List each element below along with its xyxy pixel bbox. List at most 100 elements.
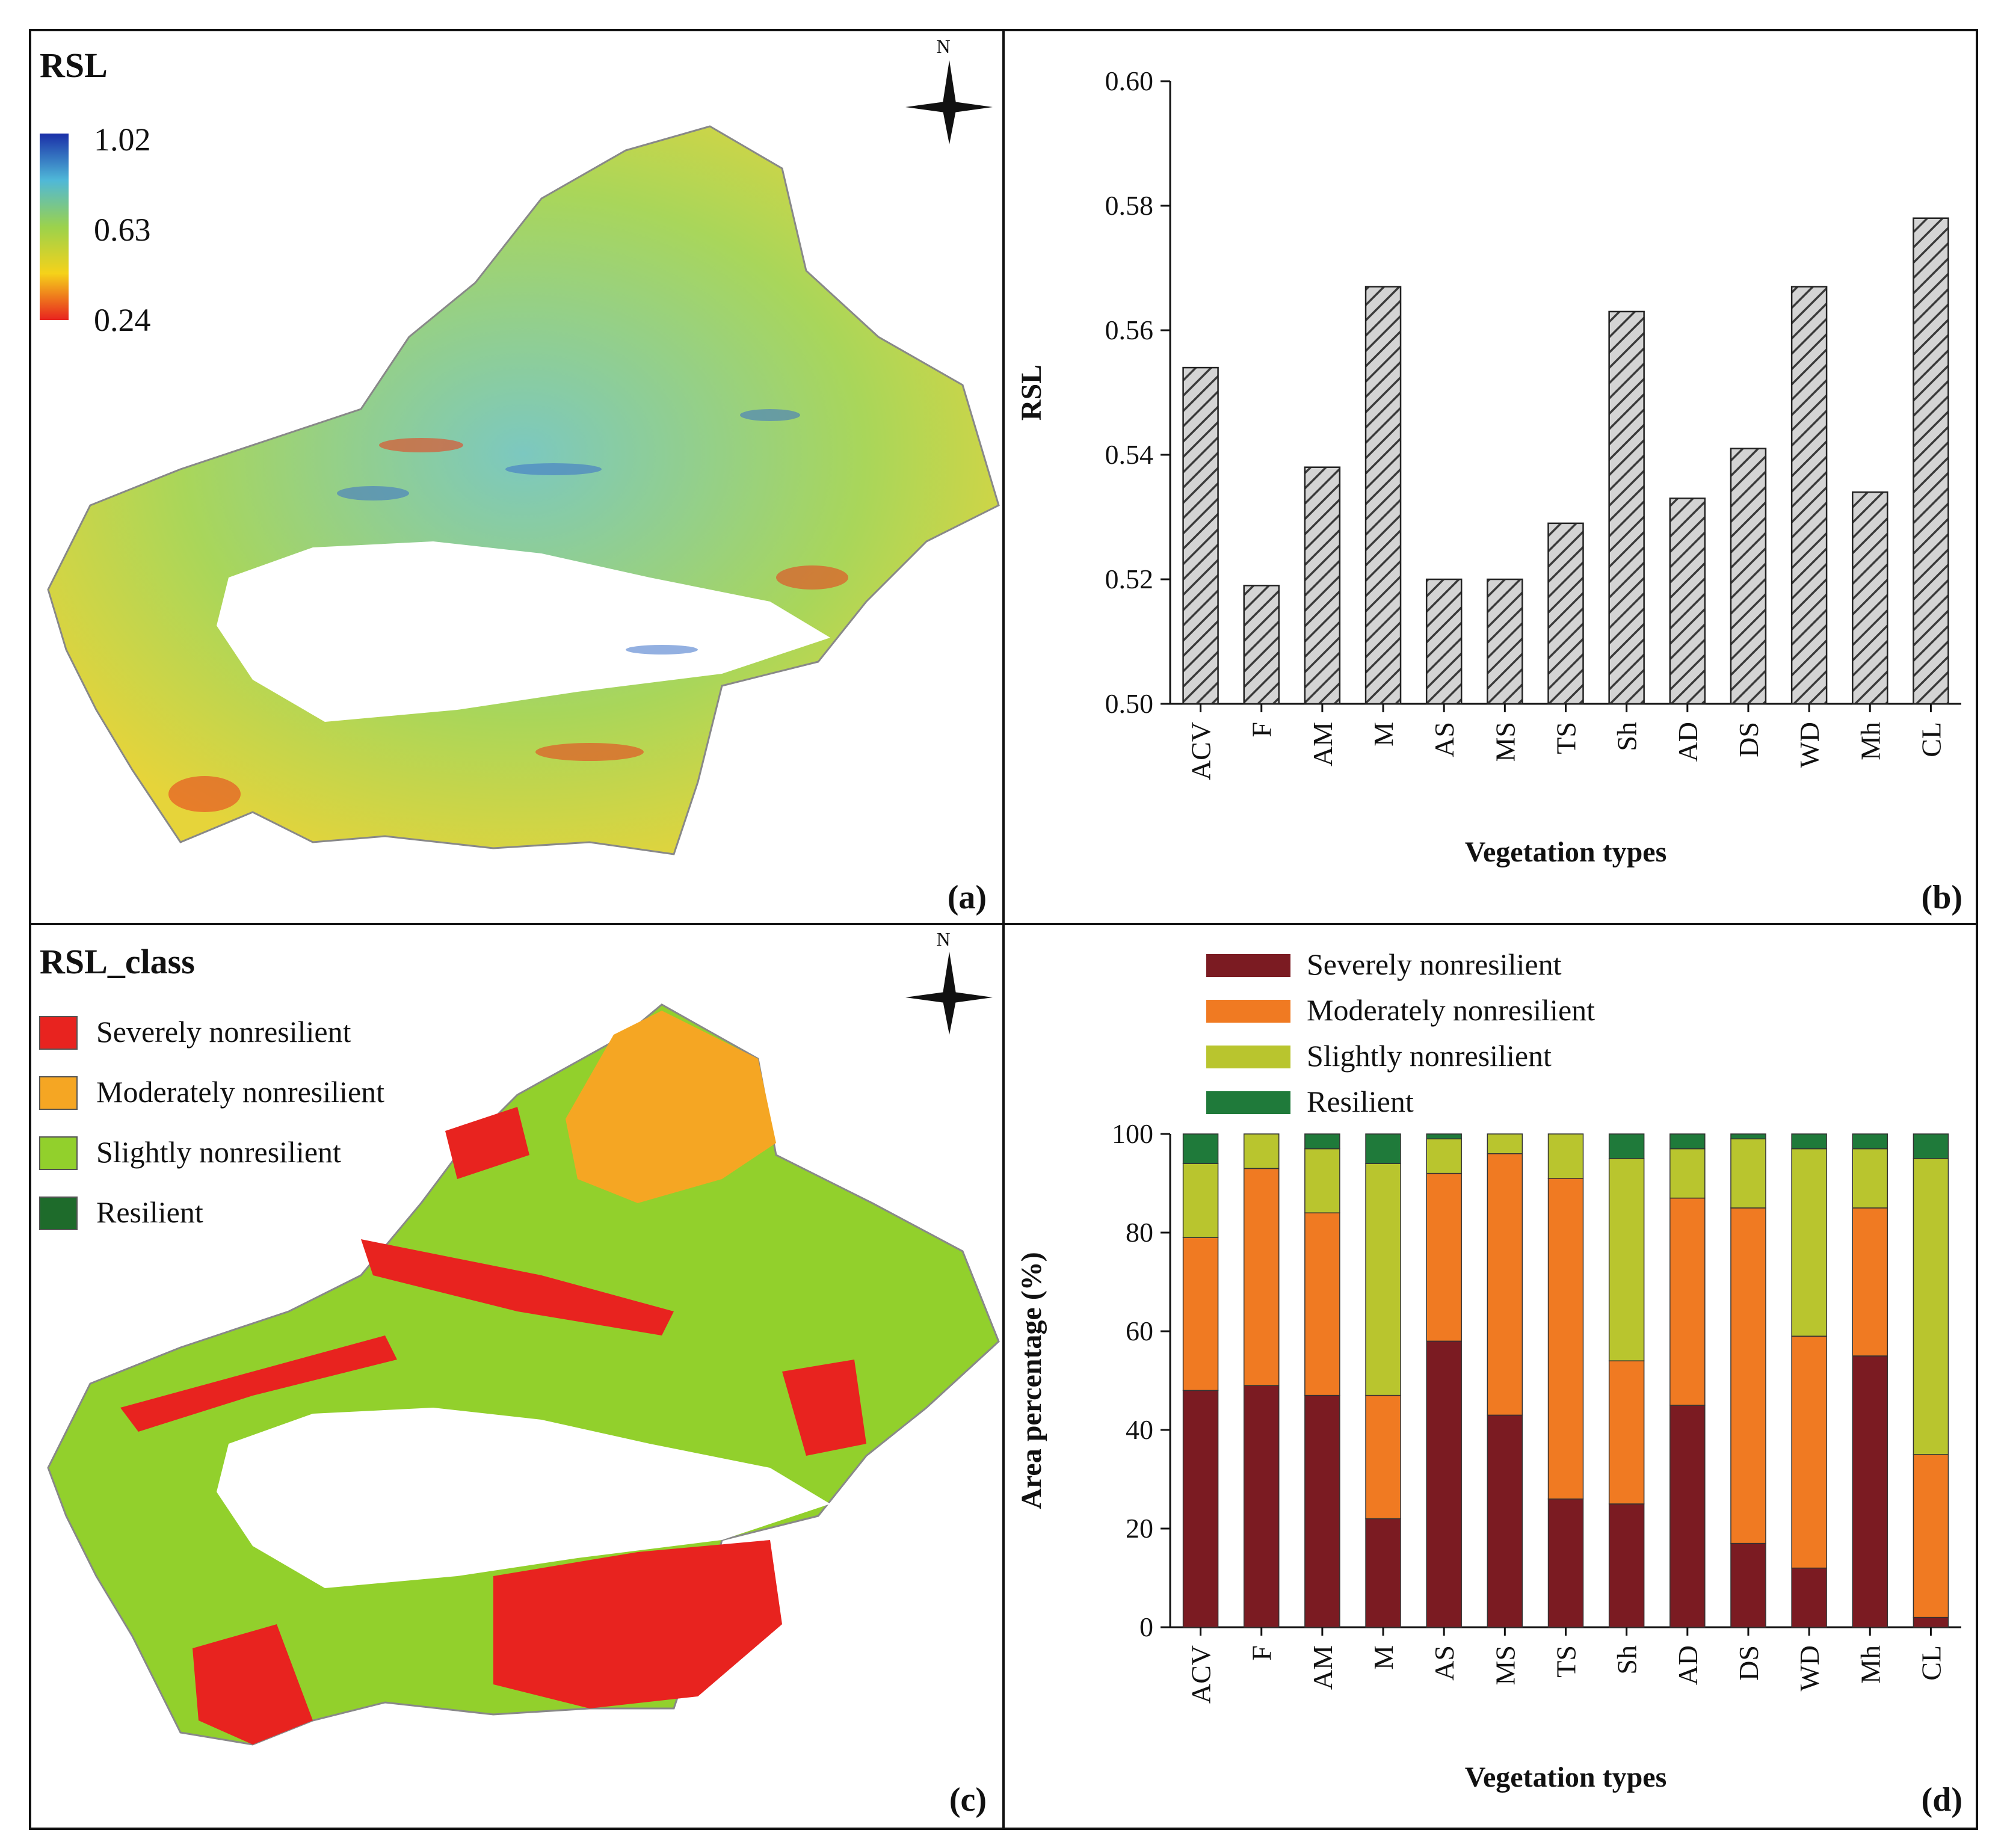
legend-swatch-0 — [39, 1016, 78, 1050]
b-ytick-label-4: 0.58 — [1105, 190, 1154, 221]
map-region-a — [47, 125, 1000, 855]
d-xtick-label-TS: TS — [1551, 1645, 1582, 1678]
d-bar-M-1 — [1365, 1394, 1401, 1520]
b-ytick-label-3: 0.56 — [1105, 315, 1154, 345]
d-legend-swatch-3 — [1206, 1091, 1290, 1114]
b-bar-WD — [1790, 286, 1828, 705]
d-xtick-label-CL: CL — [1916, 1645, 1946, 1681]
d-xtick-label-DS: DS — [1733, 1645, 1764, 1681]
b-ytick-label-2: 0.54 — [1105, 439, 1154, 470]
b-bar-ACV — [1182, 366, 1219, 705]
d-ytick-label-2: 40 — [1126, 1414, 1153, 1445]
north-label-a: N — [936, 35, 950, 57]
b-xtick-label-ACV: ACV — [1186, 722, 1216, 780]
panel-a-title: RSL — [40, 46, 108, 85]
d-bar-AD-1 — [1669, 1197, 1706, 1406]
panel-b-label: (b) — [1922, 879, 1962, 916]
legend-swatch-1 — [39, 1076, 78, 1110]
d-xtick-label-MS: MS — [1490, 1645, 1520, 1685]
b-bar-Sh — [1608, 310, 1645, 705]
d-xtick-label-AS: AS — [1429, 1645, 1460, 1681]
b-ylabel: RSL — [1016, 365, 1047, 420]
north-arrow-c: N — [905, 928, 993, 1035]
d-bar-AD-3 — [1669, 1133, 1706, 1150]
d-bar-F-1 — [1243, 1168, 1280, 1386]
d-ylabel: Area percentage (%) — [1016, 1252, 1047, 1509]
d-bar-ACV-0 — [1182, 1390, 1219, 1628]
panel-frames — [29, 29, 1978, 1830]
d-bar-Sh-1 — [1608, 1360, 1645, 1505]
d-bar-Mh-0 — [1852, 1355, 1888, 1628]
d-bar-M-0 — [1365, 1518, 1401, 1628]
panel-a-label: (a) — [948, 879, 987, 916]
b-bar-DS — [1730, 448, 1767, 705]
map-red-zones-c — [120, 1107, 866, 1745]
d-bar-Mh-3 — [1852, 1133, 1888, 1150]
b-bar-CL — [1913, 217, 1949, 705]
b-bar-AD — [1669, 497, 1706, 705]
d-legend-label-0: Severely nonresilient — [1307, 947, 1562, 981]
legend-label-0: Severely nonresilient — [96, 1015, 351, 1049]
d-bar-AM-3 — [1304, 1133, 1340, 1150]
b-xtick-label-Sh: Sh — [1612, 722, 1642, 751]
d-bar-Mh-1 — [1852, 1207, 1888, 1357]
d-bar-WD-2 — [1791, 1148, 1827, 1337]
b-ytick-label-5: 0.60 — [1105, 66, 1154, 96]
map-orange-zone-c — [566, 1011, 776, 1203]
map-desert-c — [217, 1408, 830, 1588]
d-bar-ACV-3 — [1182, 1133, 1219, 1164]
d-ytick-label-1: 20 — [1126, 1513, 1153, 1544]
d-xlabel: Vegetation types — [1465, 1761, 1667, 1793]
b-bar-MS — [1487, 578, 1523, 705]
panel-c-label: (c) — [949, 1781, 987, 1819]
b-bar-Mh — [1852, 491, 1888, 705]
d-ytick-label-4: 80 — [1126, 1217, 1153, 1248]
d-bar-ACV-1 — [1182, 1237, 1219, 1391]
d-bar-Sh-0 — [1608, 1503, 1645, 1628]
b-bar-M — [1364, 286, 1402, 705]
d-xtick-label-ACV: ACV — [1186, 1645, 1216, 1704]
b-ytick-label-0: 0.50 — [1105, 688, 1154, 719]
d-ytick-label-5: 100 — [1112, 1118, 1153, 1149]
b-xtick-label-DS: DS — [1733, 722, 1764, 757]
d-bar-MS-1 — [1487, 1153, 1523, 1416]
d-xtick-label-WD: WD — [1794, 1645, 1825, 1692]
b-xtick-label-TS: TS — [1551, 722, 1582, 754]
d-bar-TS-0 — [1547, 1498, 1584, 1628]
panel-d: Severely nonresilient Moderately nonresil… — [1016, 947, 1962, 1819]
d-bar-MS-0 — [1487, 1414, 1523, 1628]
d-bar-Sh-3 — [1608, 1133, 1645, 1159]
d-legend-label-3: Resilient — [1307, 1085, 1414, 1118]
map-red-patches-a — [168, 438, 848, 812]
d-bar-AD-0 — [1669, 1405, 1706, 1628]
d-bar-Mh-2 — [1852, 1148, 1888, 1209]
area-percentage-chart: 0 20 40 60 80 100 ACV F AM M AS MS TS Sh AD DS WD Mh CL Are… — [1016, 1118, 1961, 1793]
d-legend-label-2: Slightly nonresilient — [1307, 1039, 1552, 1073]
d-bar-AS-2 — [1426, 1138, 1462, 1174]
b-xtick-label-WD: WD — [1794, 722, 1825, 768]
north-label-c: N — [936, 928, 950, 950]
d-bar-TS-2 — [1547, 1133, 1584, 1179]
b-xtick-label-CL: CL — [1916, 722, 1946, 757]
d-bar-Sh-2 — [1608, 1158, 1645, 1361]
d-bar-CL-3 — [1913, 1133, 1949, 1159]
b-xtick-label-Mh: Mh — [1855, 722, 1885, 760]
b-bar-F — [1243, 585, 1280, 705]
d-xtick-label-AM: AM — [1307, 1645, 1338, 1690]
d-bar-AD-2 — [1669, 1148, 1706, 1199]
d-bar-F-0 — [1243, 1385, 1280, 1628]
d-ytick-label-3: 60 — [1126, 1316, 1153, 1346]
legend-swatch-2 — [39, 1136, 78, 1170]
d-xtick-label-F: F — [1247, 1645, 1277, 1661]
d-bar-DS-0 — [1730, 1542, 1766, 1628]
panel-c-title: RSL_class — [40, 942, 195, 981]
panel-d-label: (d) — [1922, 1781, 1962, 1819]
panel-a: RSL 1.02 0.63 0.24 N (a) — [40, 35, 1000, 916]
d-bar-WD-0 — [1791, 1567, 1827, 1628]
d-bar-WD-3 — [1791, 1133, 1827, 1150]
d-bar-M-2 — [1365, 1163, 1401, 1396]
d-bar-DS-1 — [1730, 1207, 1766, 1544]
b-xtick-label-AM: AM — [1307, 722, 1338, 766]
d-bar-AM-1 — [1304, 1212, 1340, 1396]
d-bar-CL-2 — [1913, 1158, 1949, 1455]
